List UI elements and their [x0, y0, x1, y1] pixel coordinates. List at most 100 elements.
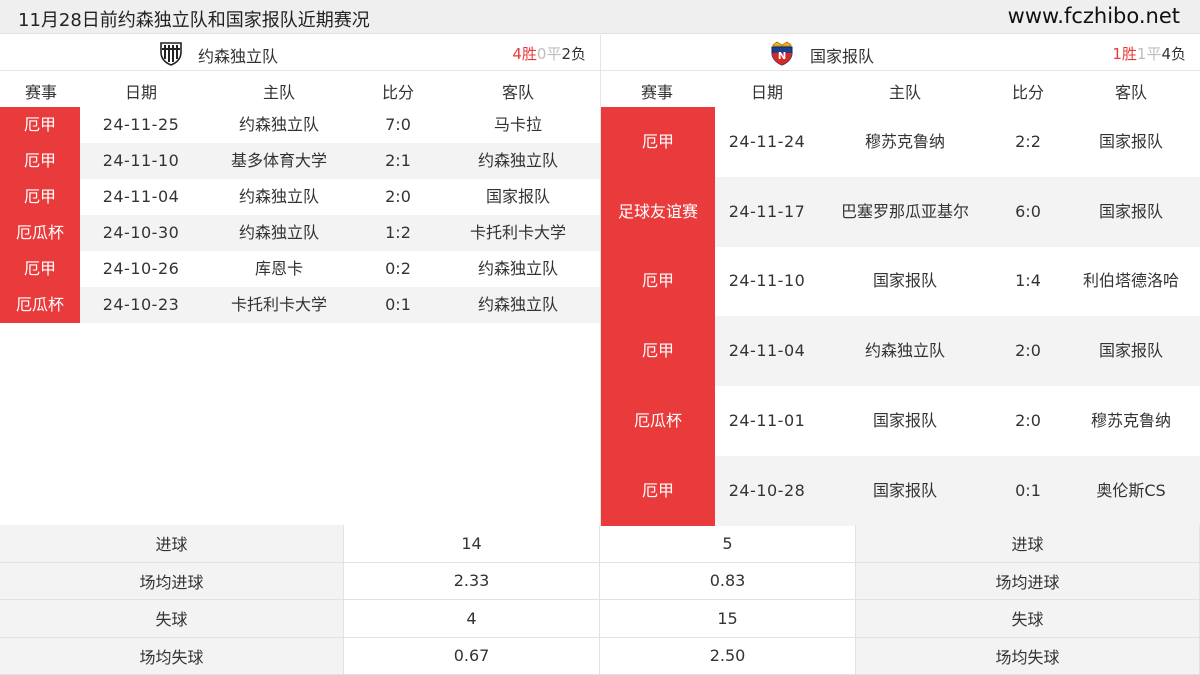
- match-date: 24-11-04: [728, 341, 806, 361]
- stat-label: 场均失球: [856, 637, 1200, 674]
- match-home[interactable]: 约森独立队: [238, 187, 319, 206]
- match-score: 2:0: [385, 187, 411, 206]
- match-score: 7:0: [385, 115, 411, 134]
- match-date: 24-10-28: [728, 480, 806, 500]
- stats-row: 场均进球 2.33 0.83 场均进球: [0, 562, 1200, 600]
- right-team-record: 1胜1平4负: [1112, 43, 1186, 64]
- match-away[interactable]: 奥伦斯CS: [1096, 480, 1166, 500]
- match-row[interactable]: 厄瓜杯 24-10-30 约森独立队 1:2 卡托利卡大学: [0, 215, 600, 251]
- stat-label: 失球: [0, 600, 344, 637]
- left-team-name[interactable]: 约森独立队: [198, 47, 279, 66]
- match-score: 0:1: [385, 295, 411, 314]
- match-away[interactable]: 穆苏克鲁纳: [1090, 411, 1171, 431]
- match-row[interactable]: 足球友谊赛 24-11-17 巴塞罗那瓜亚基尔 6:0 国家报队: [601, 176, 1200, 247]
- match-away[interactable]: 约森独立队: [477, 295, 558, 314]
- site-url[interactable]: www.fczhibo.net: [1007, 4, 1180, 28]
- match-home[interactable]: 卡托利卡大学: [230, 295, 327, 314]
- left-team-record: 4胜0平2负: [512, 43, 586, 64]
- col-away: 客队: [1114, 83, 1148, 102]
- svg-text:N: N: [778, 51, 786, 62]
- right-column-header: 赛事 日期 主队 比分 客队: [601, 71, 1200, 107]
- match-row[interactable]: 厄甲 24-10-28 国家报队 0:1 奥伦斯CS: [601, 455, 1200, 526]
- match-away[interactable]: 约森独立队: [477, 151, 558, 170]
- match-row[interactable]: 厄甲 24-11-10 基多体育大学 2:1 约森独立队: [0, 143, 600, 179]
- record-draws: 0平: [536, 45, 562, 63]
- match-home[interactable]: 国家报队: [872, 411, 937, 431]
- left-team-header: 约森独立队 4胜0平2负: [0, 35, 600, 71]
- match-away[interactable]: 国家报队: [1098, 341, 1163, 361]
- col-home: 主队: [888, 83, 922, 102]
- match-home[interactable]: 库恩卡: [254, 259, 303, 278]
- match-score: 2:2: [1015, 131, 1041, 151]
- col-score: 比分: [381, 83, 415, 102]
- match-home[interactable]: 基多体育大学: [230, 151, 327, 170]
- right-match-list: 厄甲 24-11-24 穆苏克鲁纳 2:2 国家报队 足球友谊赛 24-11-17 巴塞罗那瓜…: [601, 107, 1200, 526]
- match-date: 24-11-17: [728, 201, 806, 221]
- match-away[interactable]: 约森独立队: [477, 259, 558, 278]
- col-away: 客队: [501, 83, 535, 102]
- stat-value-right: 5: [600, 525, 856, 562]
- right-team-name[interactable]: 国家报队: [810, 47, 875, 66]
- match-league[interactable]: 厄甲: [0, 107, 80, 143]
- stat-label: 失球: [856, 600, 1200, 637]
- right-team-panel: N 国家报队 1胜1平4负 赛事 日期 主队 比分 客队 厄甲 24-11-24 穆…: [600, 35, 1200, 526]
- match-row[interactable]: 厄瓜杯 24-10-23 卡托利卡大学 0:1 约森独立队: [0, 287, 600, 323]
- match-row[interactable]: 厄甲 24-11-04 约森独立队 2:0 国家报队: [0, 179, 600, 215]
- match-league[interactable]: 足球友谊赛: [601, 176, 715, 247]
- stats-row: 进球 14 5 进球: [0, 525, 1200, 563]
- match-league[interactable]: 厄瓜杯: [601, 386, 715, 456]
- match-away[interactable]: 国家报队: [1098, 201, 1163, 221]
- match-league[interactable]: 厄瓜杯: [0, 287, 80, 323]
- match-league[interactable]: 厄甲: [0, 179, 80, 215]
- stats-row: 场均失球 0.67 2.50 场均失球: [0, 637, 1200, 675]
- match-score: 6:0: [1015, 201, 1041, 221]
- match-score: 2:1: [385, 151, 411, 170]
- match-score: 1:4: [1015, 271, 1041, 291]
- match-row[interactable]: 厄甲 24-11-04 约森独立队 2:0 国家报队: [601, 316, 1200, 387]
- match-home[interactable]: 约森独立队: [238, 223, 319, 242]
- match-score: 2:0: [1015, 411, 1041, 431]
- match-away[interactable]: 卡托利卡大学: [469, 223, 566, 242]
- match-league[interactable]: 厄甲: [0, 143, 80, 179]
- stat-label: 场均进球: [0, 562, 344, 599]
- match-home[interactable]: 穆苏克鲁纳: [864, 131, 945, 151]
- page-title: 11月28日前约森独立队和国家报队近期赛况: [18, 10, 370, 31]
- match-home[interactable]: 巴塞罗那瓜亚基尔: [840, 201, 969, 221]
- match-home[interactable]: 国家报队: [872, 271, 937, 291]
- match-away[interactable]: 利伯塔德洛哈: [1082, 271, 1179, 291]
- match-score: 0:1: [1015, 480, 1041, 500]
- stats-table: 进球 14 5 进球 场均进球 2.33 0.83 场均进球 失球 4 15 失球 场均失球 0.67 2.…: [0, 525, 1200, 675]
- match-home[interactable]: 约森独立队: [864, 341, 945, 361]
- stats-row: 失球 4 15 失球: [0, 600, 1200, 638]
- col-date: 日期: [124, 83, 158, 102]
- left-match-list: 厄甲 24-11-25 约森独立队 7:0 马卡拉 厄甲 24-11-10 基多体育大学 2:1…: [0, 107, 600, 323]
- stat-label: 场均进球: [856, 562, 1200, 599]
- match-date: 24-11-04: [102, 187, 180, 206]
- match-row[interactable]: 厄瓜杯 24-11-01 国家报队 2:0 穆苏克鲁纳: [601, 386, 1200, 456]
- match-row[interactable]: 厄甲 24-11-25 约森独立队 7:0 马卡拉: [0, 107, 600, 143]
- col-score: 比分: [1011, 83, 1045, 102]
- match-away[interactable]: 国家报队: [1098, 131, 1163, 151]
- match-away[interactable]: 国家报队: [485, 187, 550, 206]
- match-score: 0:2: [385, 259, 411, 278]
- match-league[interactable]: 厄甲: [601, 107, 715, 177]
- stat-label: 进球: [0, 525, 344, 562]
- match-date: 24-10-26: [102, 259, 180, 278]
- stat-value-left: 0.67: [344, 637, 600, 674]
- top-bar: 11月28日前约森独立队和国家报队近期赛况 www.fczhibo.net: [0, 0, 1200, 34]
- match-home[interactable]: 国家报队: [872, 480, 937, 500]
- match-league[interactable]: 厄甲: [601, 455, 715, 526]
- stat-value-right: 2.50: [600, 637, 856, 674]
- match-date: 24-10-30: [102, 223, 180, 242]
- match-row[interactable]: 厄甲 24-11-10 国家报队 1:4 利伯塔德洛哈: [601, 246, 1200, 317]
- match-league[interactable]: 厄甲: [601, 316, 715, 387]
- match-away[interactable]: 马卡拉: [493, 115, 542, 134]
- match-home[interactable]: 约森独立队: [238, 115, 319, 134]
- match-league[interactable]: 厄瓜杯: [0, 215, 80, 251]
- stat-label: 进球: [856, 525, 1200, 562]
- match-date: 24-11-01: [728, 411, 806, 431]
- match-league[interactable]: 厄甲: [0, 251, 80, 287]
- match-row[interactable]: 厄甲 24-11-24 穆苏克鲁纳 2:2 国家报队: [601, 107, 1200, 177]
- match-league[interactable]: 厄甲: [601, 246, 715, 317]
- match-row[interactable]: 厄甲 24-10-26 库恩卡 0:2 约森独立队: [0, 251, 600, 287]
